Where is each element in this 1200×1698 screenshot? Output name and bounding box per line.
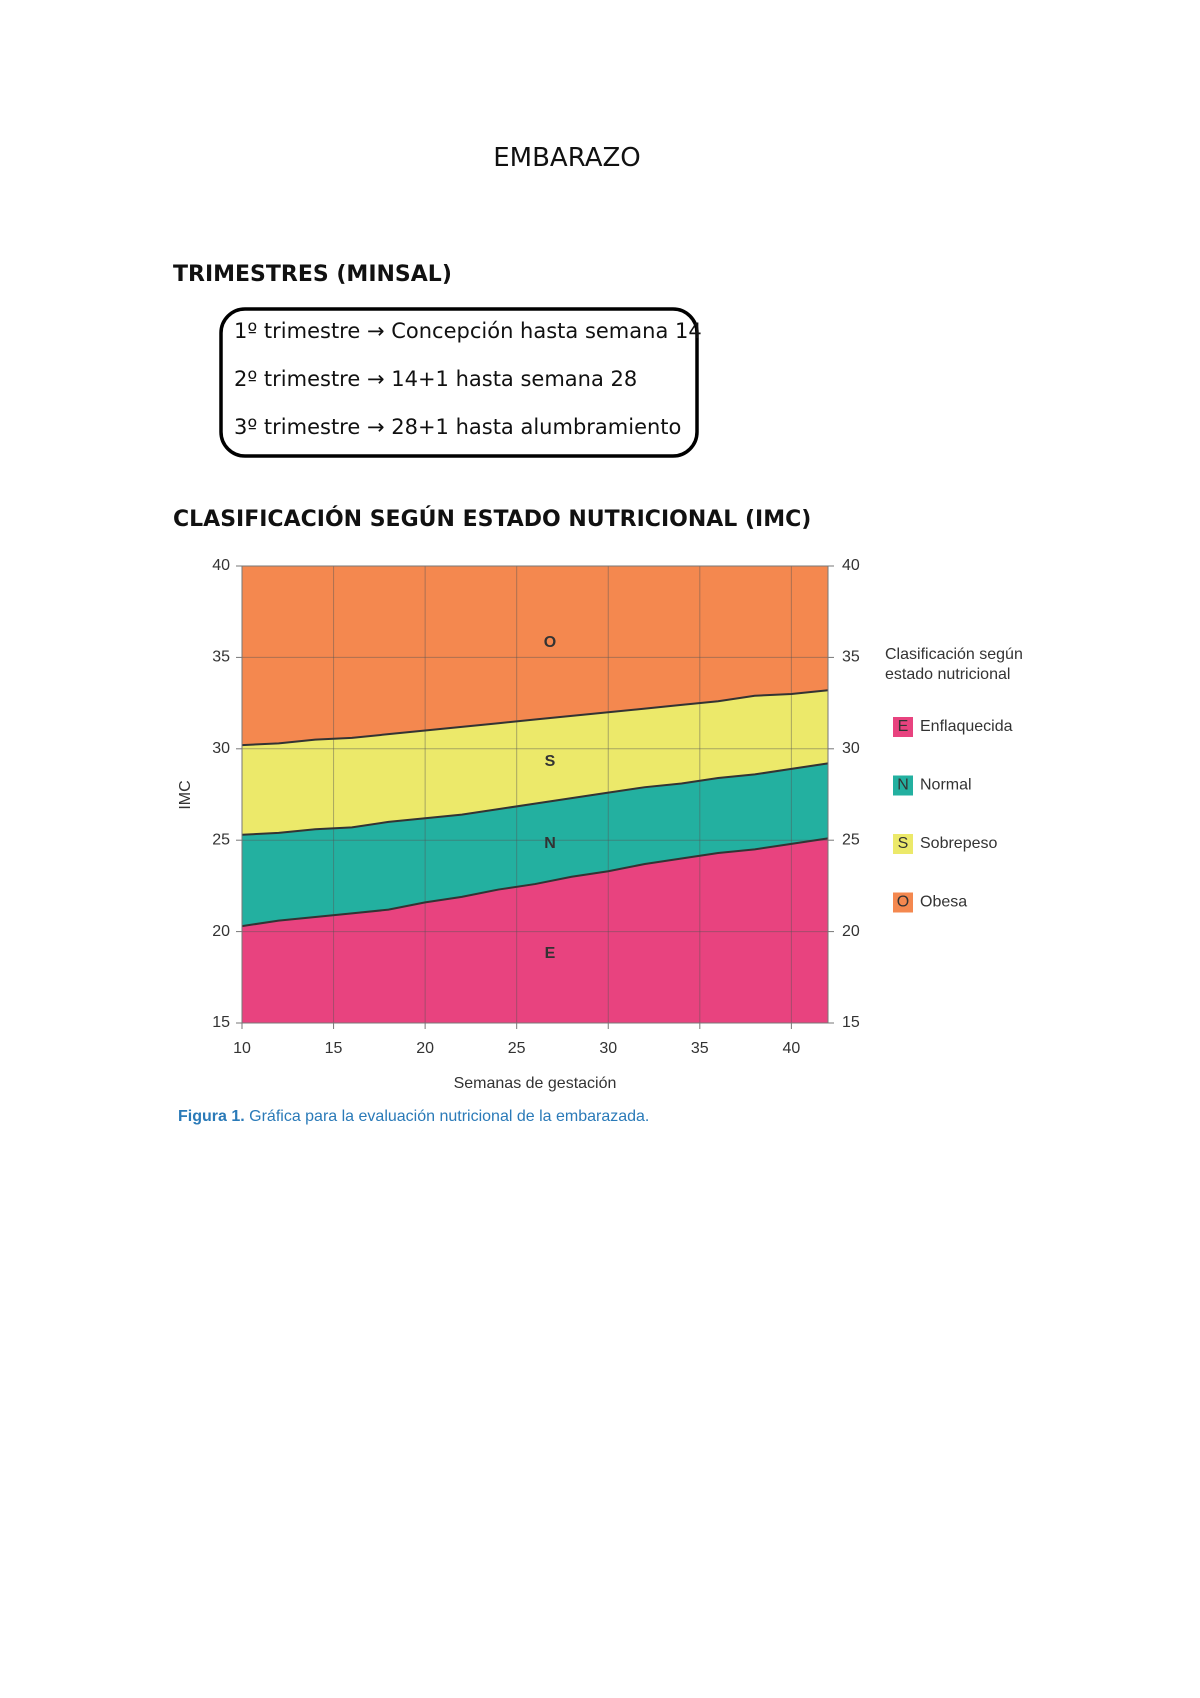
legend-label: Obesa [920,894,967,911]
x-tick-label: 30 [599,1040,617,1057]
legend-swatch [893,892,913,913]
x-tick-label: 10 [233,1040,251,1057]
y2-tick-label: 15 [842,1014,860,1031]
trimester-item: 3º trimestre → 28+1 hasta alumbramiento [234,415,681,439]
caption-text: Gráfica para la evaluación nutricional d… [249,1108,649,1125]
legend-swatch [893,775,913,796]
plot-frame [241,565,829,1024]
x-tick-label: 35 [691,1040,709,1057]
legend-key: S [898,835,909,852]
y-axis-label: IMC [177,780,194,809]
chart: IMC Semanas de gestación Clasificación s… [177,557,1023,1125]
x-axis-label: Semanas de gestación [454,1075,617,1092]
caption: Figura 1. Gráfica para la evaluación nut… [178,1108,649,1125]
boundary-line [241,837,829,928]
x-tick-label: 40 [782,1040,800,1057]
y-tick-label: 40 [212,557,230,574]
section-title: CLASIFICACIÓN SEGÚN ESTADO NUTRICIONAL (… [173,506,811,532]
y-tick-label: 25 [212,831,230,848]
boundary-line [241,689,829,747]
legend-key: E [898,718,909,735]
band-label: N [544,835,556,852]
y-tick-label: 20 [212,923,230,940]
trimester-box [219,307,699,458]
band-label: O [544,634,556,651]
x-tick-label: 15 [325,1040,343,1057]
legend-key: O [897,894,909,911]
legend-label: Normal [920,777,972,794]
legend-title: estado nutricional [885,666,1010,683]
plot-area [241,565,828,1024]
y-tick-label: 35 [212,649,230,666]
y2-tick-label: 30 [842,740,860,757]
band-label: E [545,945,556,962]
x-tick-label: 25 [508,1040,526,1057]
legend-swatch [893,834,913,854]
legend-title: Clasificación según [885,646,1023,663]
section-title: TRIMESTRES (MINSAL) [173,262,452,287]
y2-tick-label: 25 [842,831,860,848]
legend-label: Sobrepeso [920,835,997,852]
x-tick-label: 20 [416,1040,434,1057]
area [242,838,828,1023]
y2-tick-label: 35 [842,649,860,666]
y-tick-label: 15 [212,1014,230,1031]
document-title: EMBARAZO [493,143,641,173]
y-tick-label: 30 [212,740,230,757]
boundary-line [241,762,829,836]
y2-tick-label: 20 [842,923,860,940]
band-label: S [545,753,556,770]
trimester-item: 1º trimestre → Concepción hasta semana 1… [234,319,702,343]
trimester-item: 2º trimestre → 14+1 hasta semana 28 [234,367,637,391]
legend-swatch [893,717,913,737]
y2-tick-label: 40 [842,557,860,574]
legend-key: N [897,777,909,794]
legend-label: Enflaquecida [920,718,1013,735]
caption-label: Figura 1. [178,1108,245,1125]
